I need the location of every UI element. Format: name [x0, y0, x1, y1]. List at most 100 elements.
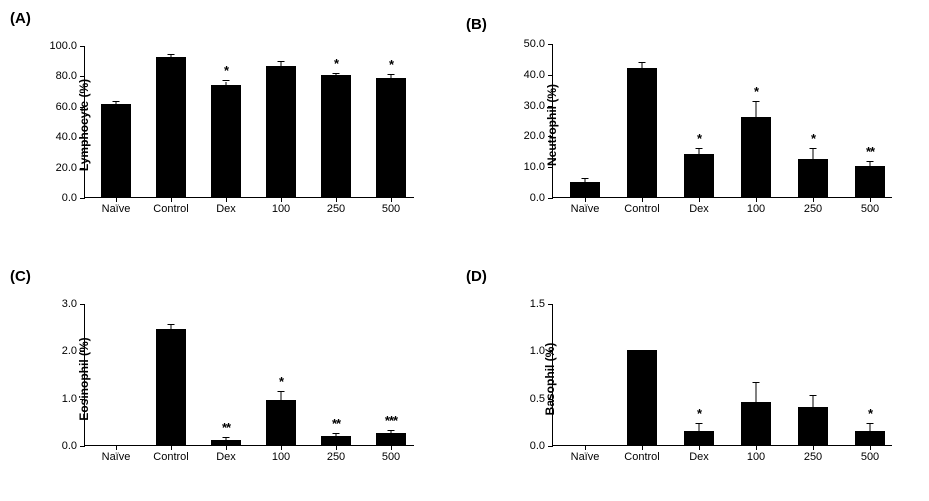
ytick [80, 304, 85, 305]
xtick [226, 197, 227, 202]
significance-marker: * [697, 406, 701, 421]
error-cap [278, 61, 285, 62]
error-bar [226, 438, 227, 440]
xtick-label: 500 [861, 203, 879, 215]
significance-marker: * [389, 57, 393, 72]
error-bar [870, 162, 871, 167]
xtick [226, 445, 227, 450]
ytick [80, 168, 85, 169]
panel-b-label: (B) [466, 16, 487, 33]
significance-marker: ** [332, 416, 340, 431]
ytick [548, 106, 553, 107]
xtick [116, 197, 117, 202]
error-bar [281, 392, 282, 401]
error-cap [753, 101, 760, 102]
xtick-label: Dex [216, 203, 236, 215]
error-bar [699, 149, 700, 154]
xtick-label: Control [153, 451, 188, 463]
error-bar [699, 424, 700, 431]
bar [211, 85, 241, 197]
xtick-label: 500 [382, 203, 400, 215]
ytick-label: 0.0 [530, 192, 545, 204]
ytick-label: 2.0 [62, 345, 77, 357]
error-cap [223, 80, 230, 81]
xtick [391, 445, 392, 450]
error-bar [756, 383, 757, 402]
panel-d-label: (D) [466, 268, 487, 285]
xtick [171, 445, 172, 450]
significance-marker: *** [385, 413, 397, 428]
error-cap [278, 391, 285, 392]
ytick-label: 20.0 [524, 130, 545, 142]
error-cap [867, 161, 874, 162]
bar [101, 104, 131, 197]
error-bar [870, 424, 871, 431]
chart-d-plot: 0.00.51.01.5NaïveControl*Dex100250*500 [552, 304, 892, 446]
significance-marker: * [224, 63, 228, 78]
xtick [585, 445, 586, 450]
error-cap [333, 433, 340, 434]
significance-marker: ** [222, 420, 230, 435]
error-cap [113, 101, 120, 102]
ytick-label: 40.0 [56, 131, 77, 143]
xtick [585, 197, 586, 202]
bar [741, 402, 771, 445]
ytick [548, 446, 553, 447]
bar [156, 57, 186, 197]
ytick-label: 30.0 [524, 100, 545, 112]
ytick [548, 304, 553, 305]
error-cap [168, 324, 175, 325]
error-bar [813, 396, 814, 407]
xtick [391, 197, 392, 202]
ytick-label: 0.0 [62, 440, 77, 452]
ytick-label: 1.0 [530, 345, 545, 357]
xtick-label: 250 [804, 451, 822, 463]
ytick [548, 167, 553, 168]
xtick [642, 197, 643, 202]
xtick [870, 445, 871, 450]
chart-c-plot: 0.01.02.03.0NaïveControl**Dex*100**250**… [84, 304, 414, 446]
bar [570, 182, 600, 197]
error-cap [810, 148, 817, 149]
chart-a: Lymphocyte (%) 0.020.040.060.080.0100.0N… [30, 38, 420, 228]
ytick [548, 351, 553, 352]
ytick-label: 3.0 [62, 298, 77, 310]
ytick [80, 76, 85, 77]
bar [266, 66, 296, 197]
error-bar [756, 102, 757, 117]
xtick-label: 100 [747, 203, 765, 215]
xtick-label: Naïve [571, 203, 600, 215]
xtick [699, 445, 700, 450]
error-bar [813, 149, 814, 158]
error-bar [171, 325, 172, 329]
ytick [80, 107, 85, 108]
xtick-label: 100 [747, 451, 765, 463]
error-cap [696, 423, 703, 424]
xtick-label: 250 [327, 203, 345, 215]
xtick-label: Naïve [571, 451, 600, 463]
bar [798, 159, 828, 198]
error-cap [388, 430, 395, 431]
error-cap [639, 62, 646, 63]
bar [627, 68, 657, 197]
xtick [336, 445, 337, 450]
ytick [548, 44, 553, 45]
xtick-label: Dex [216, 451, 236, 463]
xtick-label: 100 [272, 203, 290, 215]
bar [627, 350, 657, 445]
ytick-label: 0.0 [530, 440, 545, 452]
xtick-label: 500 [382, 451, 400, 463]
ytick [80, 198, 85, 199]
xtick-label: 250 [804, 203, 822, 215]
bar [855, 431, 885, 445]
bar [266, 400, 296, 445]
xtick [756, 445, 757, 450]
ytick [80, 446, 85, 447]
significance-marker: * [279, 374, 283, 389]
xtick [813, 445, 814, 450]
xtick [813, 197, 814, 202]
error-cap [753, 382, 760, 383]
xtick-label: Control [153, 203, 188, 215]
bar [684, 431, 714, 445]
error-cap [810, 395, 817, 396]
